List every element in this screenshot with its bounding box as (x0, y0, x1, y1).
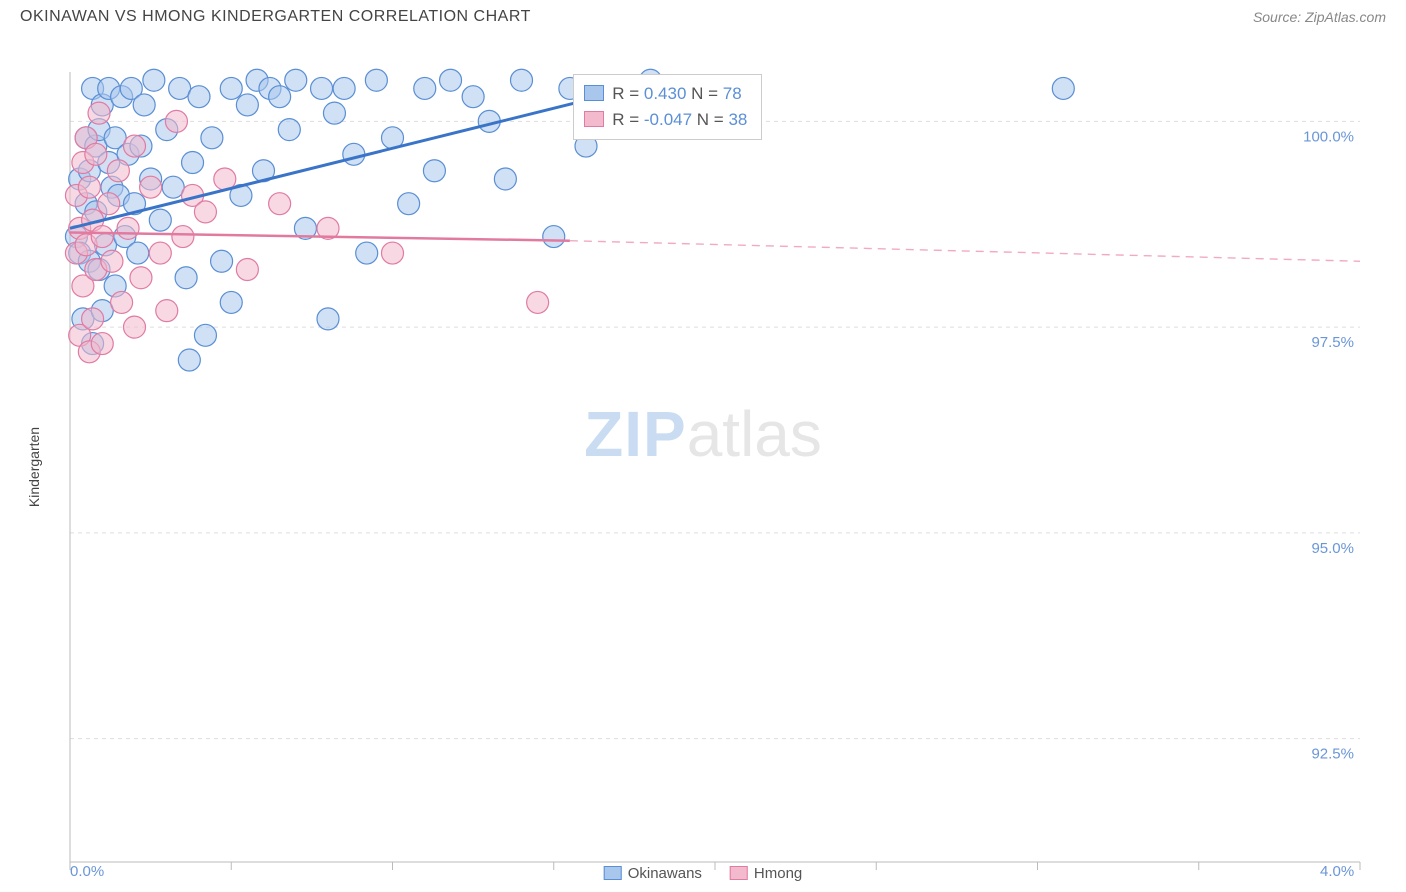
y-axis-label: Kindergarten (26, 427, 42, 507)
svg-text:97.5%: 97.5% (1311, 334, 1354, 351)
scatter-chart: 92.5% 95.0% 97.5% 100.0% (20, 32, 1386, 870)
chart-title: OKINAWAN VS HMONG KINDERGARTEN CORRELATI… (20, 8, 531, 26)
source-attribution: Source: ZipAtlas.com (1253, 9, 1386, 25)
legend-item: Okinawans (604, 865, 702, 882)
x-axis-end-label: 4.0% (1320, 863, 1354, 880)
correlation-row: R = 0.430 N = 78 (584, 81, 747, 107)
svg-text:100.0%: 100.0% (1303, 128, 1354, 145)
chart-container: Kindergarten 92.5%95.0%97.5%100.0% ZIPat… (20, 32, 1386, 870)
correlation-legend: R = 0.430 N = 78R = -0.047 N = 38 (573, 74, 762, 140)
correlation-row: R = -0.047 N = 38 (584, 107, 747, 133)
x-axis-start-label: 0.0% (70, 863, 104, 880)
svg-text:92.5%: 92.5% (1311, 746, 1354, 763)
svg-text:95.0%: 95.0% (1311, 540, 1354, 557)
legend-item: Hmong (730, 865, 802, 882)
series-legend: Okinawans Hmong (604, 865, 803, 882)
